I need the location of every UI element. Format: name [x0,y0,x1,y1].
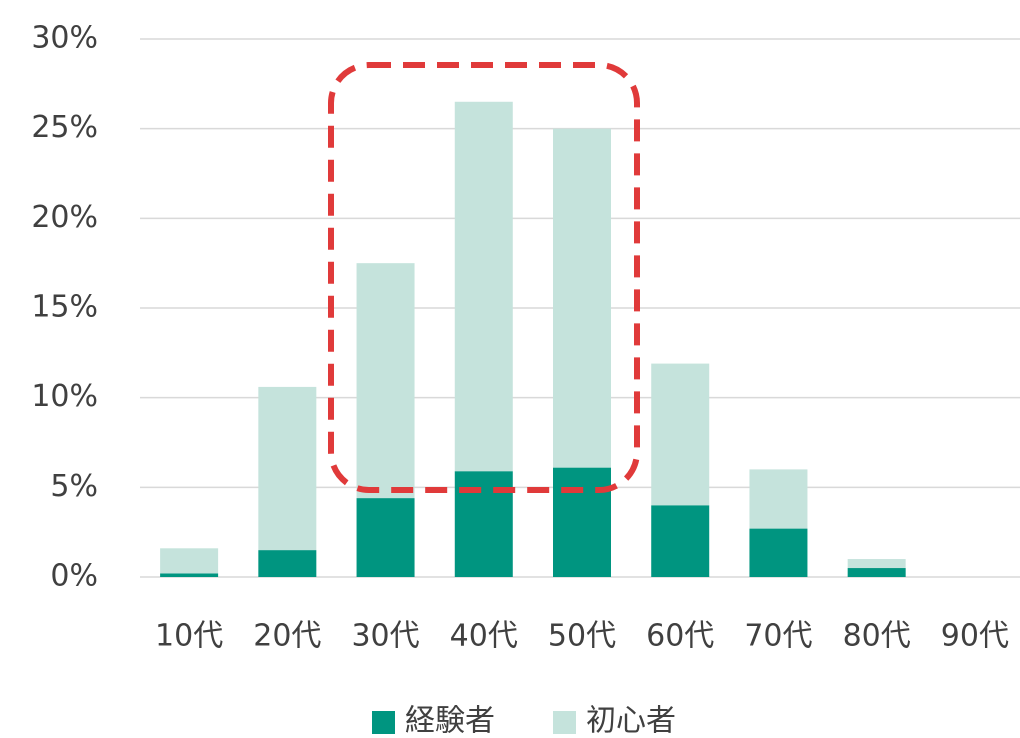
bar-segment [749,469,808,529]
bar-segment [553,128,611,468]
y-tick-label: 20% [31,200,98,235]
bar-segment [258,386,317,551]
bar-segment [160,573,219,577]
y-tick-label: 0% [50,559,98,594]
bar-segment [553,467,611,577]
bar-segment [356,263,415,499]
bar-segment [651,505,710,577]
x-tick-label: 70代 [744,619,812,654]
x-tick-label: 10代 [155,619,223,654]
highlight-box [328,62,640,493]
legend-label: 経験者 [405,704,495,738]
y-tick-label: 10% [31,379,98,414]
x-tick-label: 60代 [646,619,714,654]
x-tick-label: 40代 [450,619,518,654]
y-tick-label: 15% [31,290,98,325]
bar-segment [454,101,513,472]
y-tick-label: 5% [50,469,98,504]
legend-swatch [372,711,395,734]
legend-label: 初心者 [586,704,676,738]
bar-segment [160,548,219,574]
bar-segment [847,568,906,577]
x-tick-label: 90代 [941,619,1009,654]
x-tick-label: 30代 [351,619,419,654]
x-tick-label: 50代 [548,619,616,654]
bar-segment [356,498,415,577]
bar-segment [651,363,710,506]
x-tick-label: 80代 [843,619,911,654]
legend-swatch [553,711,576,734]
y-tick-label: 25% [31,110,98,145]
bar-segment [847,559,906,569]
bar-segment [749,528,808,577]
y-tick-label: 30% [31,21,98,56]
x-tick-label: 20代 [253,619,321,654]
bar-segment [258,550,317,577]
